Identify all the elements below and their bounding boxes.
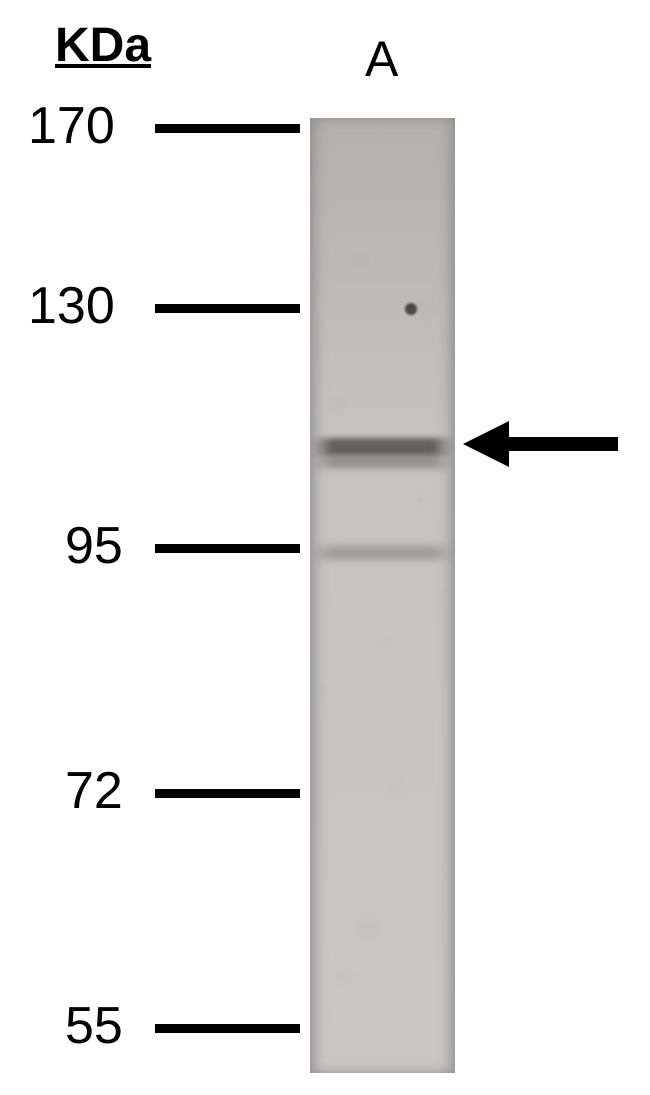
arrow-head-icon <box>463 421 509 467</box>
marker-line-55 <box>155 1024 300 1033</box>
marker-line-130 <box>155 304 300 313</box>
marker-label-55: 55 <box>65 996 123 1056</box>
marker-line-95 <box>155 544 300 553</box>
protein-band-0 <box>310 438 455 456</box>
marker-label-95: 95 <box>65 516 123 576</box>
marker-label-170: 170 <box>28 96 115 156</box>
marker-label-72: 72 <box>65 761 123 821</box>
western-blot-figure: KDa A 170 130 95 72 55 <box>0 0 650 1095</box>
blot-noise-2 <box>310 118 455 1073</box>
axis-unit-label: KDa <box>55 18 151 73</box>
protein-band-1 <box>310 456 455 468</box>
lane-label-a: A <box>365 30 398 88</box>
arrow-shaft <box>508 437 618 451</box>
marker-label-130: 130 <box>28 276 115 336</box>
marker-line-72 <box>155 789 300 798</box>
blot-spot-0 <box>405 303 417 315</box>
protein-band-2 <box>310 546 455 560</box>
blot-lane-a <box>310 118 455 1073</box>
marker-line-170 <box>155 124 300 133</box>
